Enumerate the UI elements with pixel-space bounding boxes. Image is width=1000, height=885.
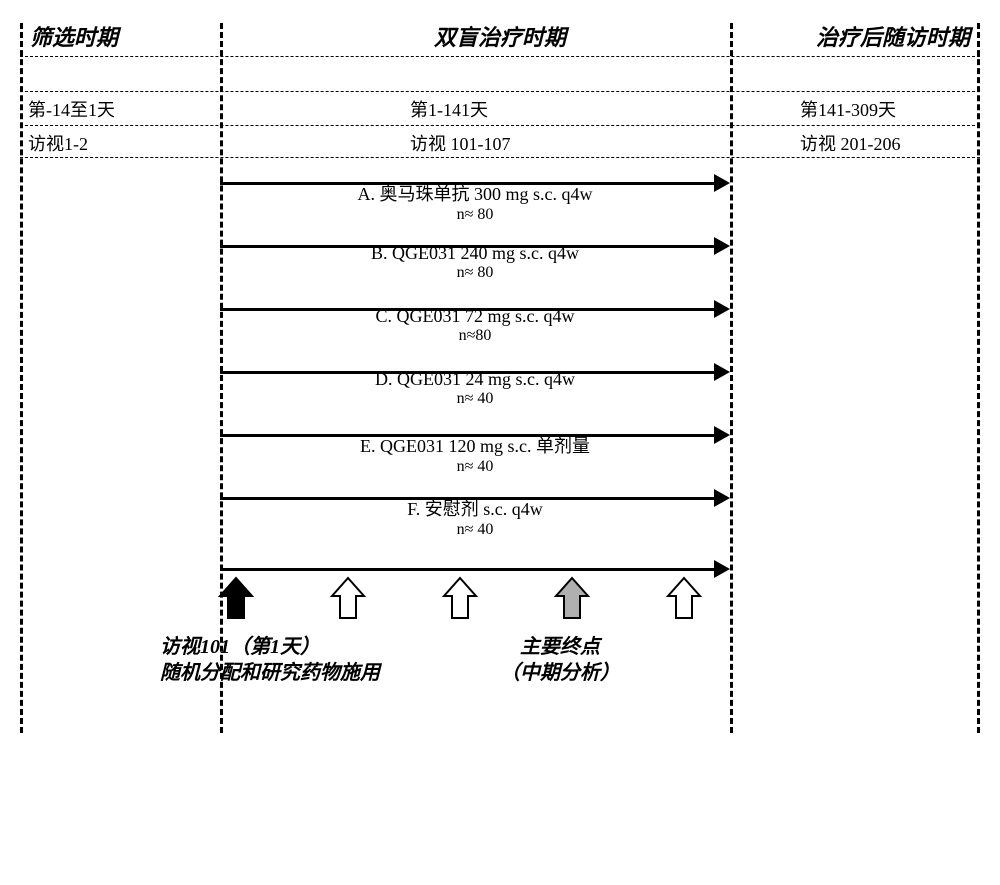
arm-row-5: F. 安慰剂 s.c. q4wn≈ 40 <box>220 489 730 551</box>
annotation-visit101: 访视101（第1天） 随机分配和研究药物施用 <box>160 634 380 686</box>
arm-n: n≈ 40 <box>220 458 730 476</box>
arm-row-1: B. QGE031 240 mg s.c. q4wn≈ 80 <box>220 237 730 299</box>
arm-row-2: C. QGE031 72 mg s.c. q4wn≈80 <box>220 300 730 362</box>
up-arrow-3 <box>554 576 590 620</box>
arm-n: n≈80 <box>220 327 730 345</box>
days-followup: 第141-309天 <box>800 96 896 122</box>
up-arrow-1 <box>330 576 366 620</box>
days-screening: 第-14至1天 <box>28 96 115 122</box>
up-arrow-2 <box>442 576 478 620</box>
arm-arrow <box>220 363 730 381</box>
period-headers: 筛选时期 双盲治疗时期 治疗后随访时期 <box>20 20 980 50</box>
arm-arrow <box>220 174 730 192</box>
arm-n: n≈ 80 <box>220 206 730 224</box>
arm-arrow <box>220 489 730 507</box>
annotation-endpoint: 主要终点 （中期分析） <box>500 634 620 686</box>
study-design-diagram: 筛选时期 双盲治疗时期 治疗后随访时期 第-14至1天 第1-141天 第141… <box>20 20 980 798</box>
annotation-visit101-l2: 随机分配和研究药物施用 <box>160 660 380 686</box>
up-arrow-4 <box>666 576 702 620</box>
arm-arrow <box>220 237 730 255</box>
timeline-spacer <box>20 57 980 92</box>
up-arrow-0 <box>218 576 254 620</box>
timeline-days-row: 第-14至1天 第1-141天 第141-309天 <box>20 92 980 126</box>
vline-0 <box>20 23 23 733</box>
arm-row-4: E. QGE031 120 mg s.c. 单剂量n≈ 40 <box>220 426 730 488</box>
annotation-endpoint-l1: 主要终点 <box>500 634 620 660</box>
arm-arrow <box>220 426 730 444</box>
visits-treatment: 访视 101-107 <box>410 130 511 156</box>
arm-n: n≈ 40 <box>220 521 730 539</box>
vline-2 <box>730 23 733 733</box>
annotation-visit101-l1: 访视101（第1天） <box>160 634 380 660</box>
timeline-visits-row: 访视1-2 访视 101-107 访视 201-206 <box>20 126 980 160</box>
vline-3 <box>977 23 980 733</box>
visits-screening: 访视1-2 <box>28 130 88 156</box>
visits-followup: 访视 201-206 <box>800 130 901 156</box>
body-area: A. 奥马珠单抗 300 mg s.c. q4wn≈ 80B. QGE031 2… <box>20 158 980 798</box>
arm-row-3: D. QGE031 24 mg s.c. q4wn≈ 40 <box>220 363 730 425</box>
visit-arrows-row <box>220 576 730 626</box>
arm-n: n≈ 40 <box>220 390 730 408</box>
arm-n: n≈ 80 <box>220 264 730 282</box>
days-treatment: 第1-141天 <box>410 96 488 122</box>
arm-row-0: A. 奥马珠单抗 300 mg s.c. q4wn≈ 80 <box>220 174 730 236</box>
annotation-endpoint-l2: （中期分析） <box>500 660 620 686</box>
header-followup: 治疗后随访时期 <box>816 20 970 52</box>
arm-arrow <box>220 300 730 318</box>
timeline-box: 第-14至1天 第1-141天 第141-309天 访视1-2 访视 101-1… <box>20 56 980 158</box>
